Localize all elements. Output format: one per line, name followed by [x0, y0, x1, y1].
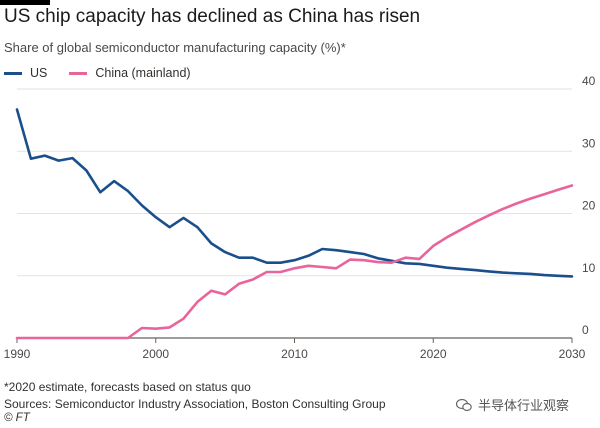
grid-lines	[17, 88, 572, 277]
legend-swatch-us	[4, 71, 22, 75]
legend-item-us: US	[4, 66, 47, 80]
legend-label-china: China (mainland)	[95, 66, 191, 80]
y-tick-label: 0	[582, 323, 589, 337]
y-tick-label: 10	[582, 261, 596, 275]
legend-swatch-china	[69, 71, 88, 75]
x-tick-label: 2000	[142, 347, 169, 361]
source-note: Sources: Semiconductor Industry Associat…	[4, 397, 386, 411]
series-layer	[15, 108, 574, 340]
series-line-us	[15, 108, 574, 278]
brand-bar	[0, 0, 50, 5]
x-tick-label: 2010	[281, 347, 308, 361]
chart-legend: US China (mainland)	[4, 66, 213, 80]
legend-label-us: US	[30, 66, 48, 80]
chart-subtitle: Share of global semiconductor manufactur…	[4, 40, 346, 55]
series-line-china	[15, 184, 574, 340]
y-tick-label: 30	[582, 136, 596, 150]
footnote: *2020 estimate, forecasts based on statu…	[4, 380, 251, 394]
chart-title: US chip capacity has declined as China h…	[4, 6, 421, 27]
y-tick-label: 20	[582, 199, 596, 213]
x-tick-label: 2030	[559, 347, 586, 361]
watermark-text: 半导体行业观察	[478, 398, 570, 413]
x-tick-label: 2020	[420, 347, 447, 361]
x-tick-label: 1990	[4, 347, 31, 361]
y-tick-label: 40	[582, 74, 596, 88]
wechat-icon	[456, 398, 472, 411]
watermark: 半导体行业观察	[456, 395, 569, 414]
copyright: © FT	[4, 412, 30, 424]
legend-item-china: China (mainland)	[69, 66, 191, 80]
